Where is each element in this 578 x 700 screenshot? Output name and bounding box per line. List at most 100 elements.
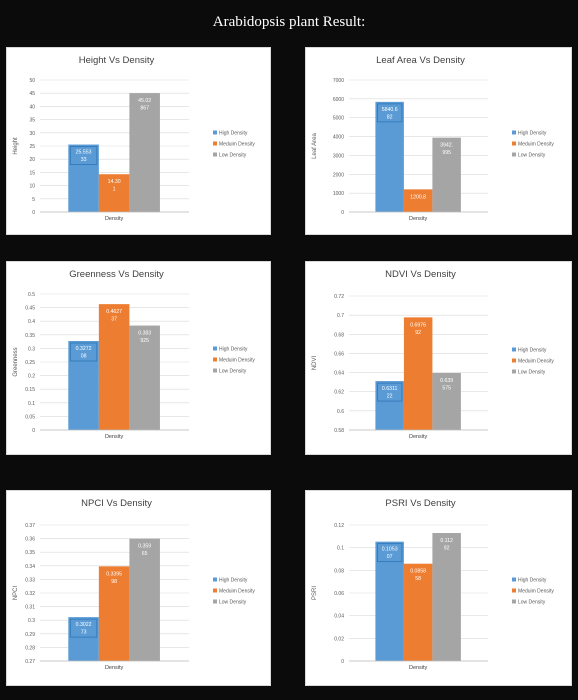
x-axis-label: Density: [105, 216, 124, 222]
y-tick-label: 0: [32, 428, 35, 434]
y-tick-label: 5000: [333, 116, 344, 122]
legend-swatch-high: [213, 346, 217, 351]
legend-label: Meduim Density: [518, 589, 554, 595]
y-tick-label: 0.6: [337, 409, 344, 415]
y-tick-label: 40: [29, 104, 35, 110]
y-tick-label: 50: [29, 78, 35, 84]
y-tick-label: 0.15: [25, 387, 35, 393]
y-tick-label: 0.45: [25, 306, 35, 312]
data-label: 995: [442, 150, 451, 156]
y-axis-label: NPCI: [13, 586, 19, 601]
legend-swatch-high: [213, 130, 217, 135]
bar-medium-density: [98, 566, 130, 661]
y-tick-label: 2000: [333, 172, 344, 178]
y-tick-label: 7000: [333, 78, 344, 84]
bar-medium-density: [403, 317, 433, 430]
y-tick-label: 0.58: [334, 428, 344, 434]
bar-low-density: [432, 137, 461, 212]
bar-low-density: [129, 538, 160, 661]
data-label-frame: [69, 342, 98, 362]
chart-title: Leaf Area Vs Density: [376, 55, 465, 66]
legend-swatch-medium: [213, 588, 217, 593]
ndvi-chart-panel: NDVI Vs Density 0.58 0.6 0.62 0.64 0.66 0.68 0.…: [305, 261, 572, 455]
y-tick-label: 0.34: [25, 564, 35, 570]
y-tick-label: 0.1: [28, 401, 35, 407]
legend-swatch-medium: [213, 141, 217, 146]
legend-label: High Density: [518, 578, 547, 584]
x-axis-label: Density: [105, 434, 124, 440]
y-tick-label: 30: [29, 131, 35, 137]
legend-label: Meduim Density: [518, 359, 554, 365]
x-axis-label: Density: [105, 665, 124, 671]
y-axis-label: Leaf Area: [312, 132, 318, 158]
bar-medium-density: [403, 189, 433, 212]
y-tick-label: 0.31: [25, 605, 35, 611]
bar-medium-density: [403, 563, 433, 661]
legend-swatch-high: [512, 130, 516, 135]
data-label-frame: [377, 103, 403, 123]
chart-title: NDVI Vs Density: [385, 269, 456, 280]
legend-swatch-low: [512, 152, 516, 157]
legend-swatch-low: [213, 599, 217, 604]
y-axis-label: Height: [13, 137, 19, 155]
data-label: 0.3395: [106, 571, 122, 577]
data-label: 0.0858: [410, 569, 426, 575]
y-tick-label: 0.36: [25, 537, 35, 543]
y-tick-label: 15: [29, 170, 35, 176]
y-tick-label: 0.06: [334, 591, 344, 597]
data-label-frame: [377, 382, 403, 402]
data-label: 08: [81, 353, 87, 359]
data-label: 37: [111, 317, 117, 323]
chart-title: NPCI Vs Density: [81, 498, 152, 509]
bar-high-density: [375, 381, 404, 430]
bar-medium-density: [98, 174, 130, 212]
data-label: 92: [444, 546, 450, 552]
data-label: 0.6976: [410, 322, 426, 328]
y-tick-label: 0.12: [334, 523, 344, 529]
data-label: 1: [113, 187, 116, 193]
ndvi-chart-svg: NDVI Vs Density 0.58 0.6 0.62 0.64 0.66 0.68 0.…: [312, 269, 554, 440]
legend-swatch-medium: [512, 358, 516, 363]
data-label: 0.639: [440, 378, 453, 384]
page-title: Arabidopsis plant Result:: [212, 14, 366, 30]
legend-label: High Density: [219, 578, 248, 584]
y-tick-label: 0.35: [25, 333, 35, 339]
y-tick-label: 0.02: [334, 636, 344, 642]
y-tick-label: 0.7: [337, 313, 344, 319]
y-tick-label: 0.08: [334, 568, 344, 574]
data-label: 58: [415, 576, 421, 582]
legend-label: Meduim Density: [219, 589, 255, 595]
leaf-area-chart-svg: Leaf Area Vs Density 0 1000 2000 3000 4000 500…: [312, 55, 554, 222]
data-label: 0.112: [440, 538, 453, 544]
y-tick-label: 0.05: [25, 414, 35, 420]
data-label: 92: [415, 330, 421, 336]
data-label: 0.3022: [76, 622, 92, 628]
y-tick-label: 0.68: [334, 332, 344, 338]
chart-title: Greenness Vs Density: [69, 269, 164, 280]
data-label-frame: [377, 543, 403, 563]
legend-swatch-low: [213, 152, 217, 157]
y-tick-label: 4000: [333, 135, 344, 141]
y-tick-label: 0.66: [334, 351, 344, 357]
data-label: 0.4627: [106, 309, 122, 315]
bar-high-density: [68, 617, 99, 661]
legend-label: Low Density: [219, 369, 247, 375]
legend-swatch-low: [512, 599, 516, 604]
data-label: 925: [140, 338, 149, 344]
x-axis-label: Density: [409, 665, 428, 671]
bar-low-density: [129, 325, 160, 430]
data-label: 3942.: [440, 143, 453, 149]
y-tick-label: 0.28: [25, 645, 35, 651]
legend-swatch-low: [512, 369, 516, 374]
y-tick-label: 0.1: [337, 546, 344, 552]
y-tick-label: 0.3: [28, 346, 35, 352]
y-tick-label: 0.25: [25, 360, 35, 366]
legend-swatch-medium: [213, 357, 217, 362]
y-tick-label: 0.37: [25, 523, 35, 529]
y-tick-label: 0: [341, 659, 344, 665]
data-label: 5840.6: [382, 107, 398, 113]
data-label: 1200.8: [410, 194, 426, 200]
legend-swatch-medium: [512, 588, 516, 593]
data-label: 65: [142, 551, 148, 557]
legend-label: Low Density: [219, 153, 247, 159]
